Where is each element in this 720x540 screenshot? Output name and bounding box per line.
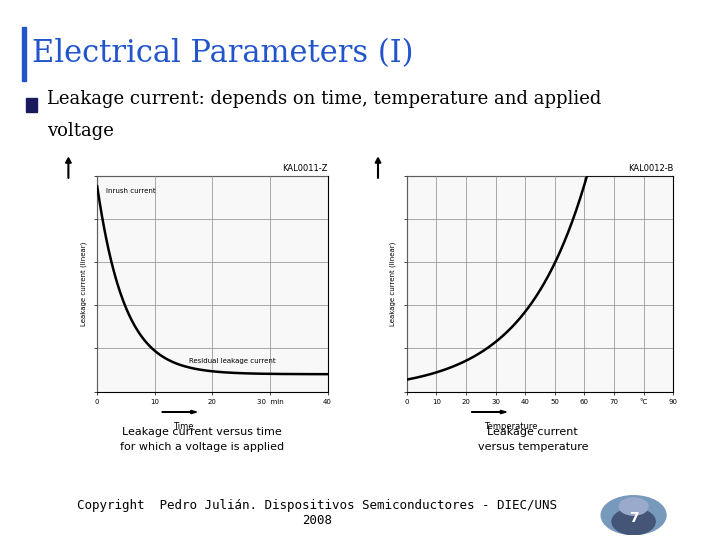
Text: for which a voltage is applied: for which a voltage is applied bbox=[120, 442, 284, 452]
Text: Residual leakage current: Residual leakage current bbox=[189, 359, 276, 364]
Text: Leakage current versus time: Leakage current versus time bbox=[122, 427, 282, 437]
Y-axis label: Leakage current (linear): Leakage current (linear) bbox=[81, 241, 87, 326]
Y-axis label: Leakage current (linear): Leakage current (linear) bbox=[390, 241, 397, 326]
Text: versus temperature: versus temperature bbox=[477, 442, 588, 452]
Text: KAL0012-B: KAL0012-B bbox=[628, 164, 673, 173]
Circle shape bbox=[601, 496, 666, 535]
Circle shape bbox=[612, 509, 655, 535]
Text: voltage: voltage bbox=[48, 122, 114, 140]
Text: Copyright  Pedro Julián. Dispositivos Semiconductores - DIEC/UNS
2008: Copyright Pedro Julián. Dispositivos Sem… bbox=[77, 500, 557, 527]
Circle shape bbox=[619, 498, 648, 515]
Text: Leakage current: Leakage current bbox=[487, 427, 578, 437]
Bar bbox=[22, 28, 27, 80]
Text: Electrical Parameters (I): Electrical Parameters (I) bbox=[32, 38, 413, 70]
Text: KAL0011-Z: KAL0011-Z bbox=[282, 164, 328, 173]
Text: Leakage current: depends on time, temperature and applied: Leakage current: depends on time, temper… bbox=[48, 90, 602, 107]
Text: Inrush current: Inrush current bbox=[106, 188, 156, 194]
Text: 7: 7 bbox=[629, 511, 639, 525]
Bar bbox=[27, 98, 37, 112]
Text: Temperature: Temperature bbox=[484, 422, 537, 431]
Text: Time: Time bbox=[174, 422, 194, 431]
